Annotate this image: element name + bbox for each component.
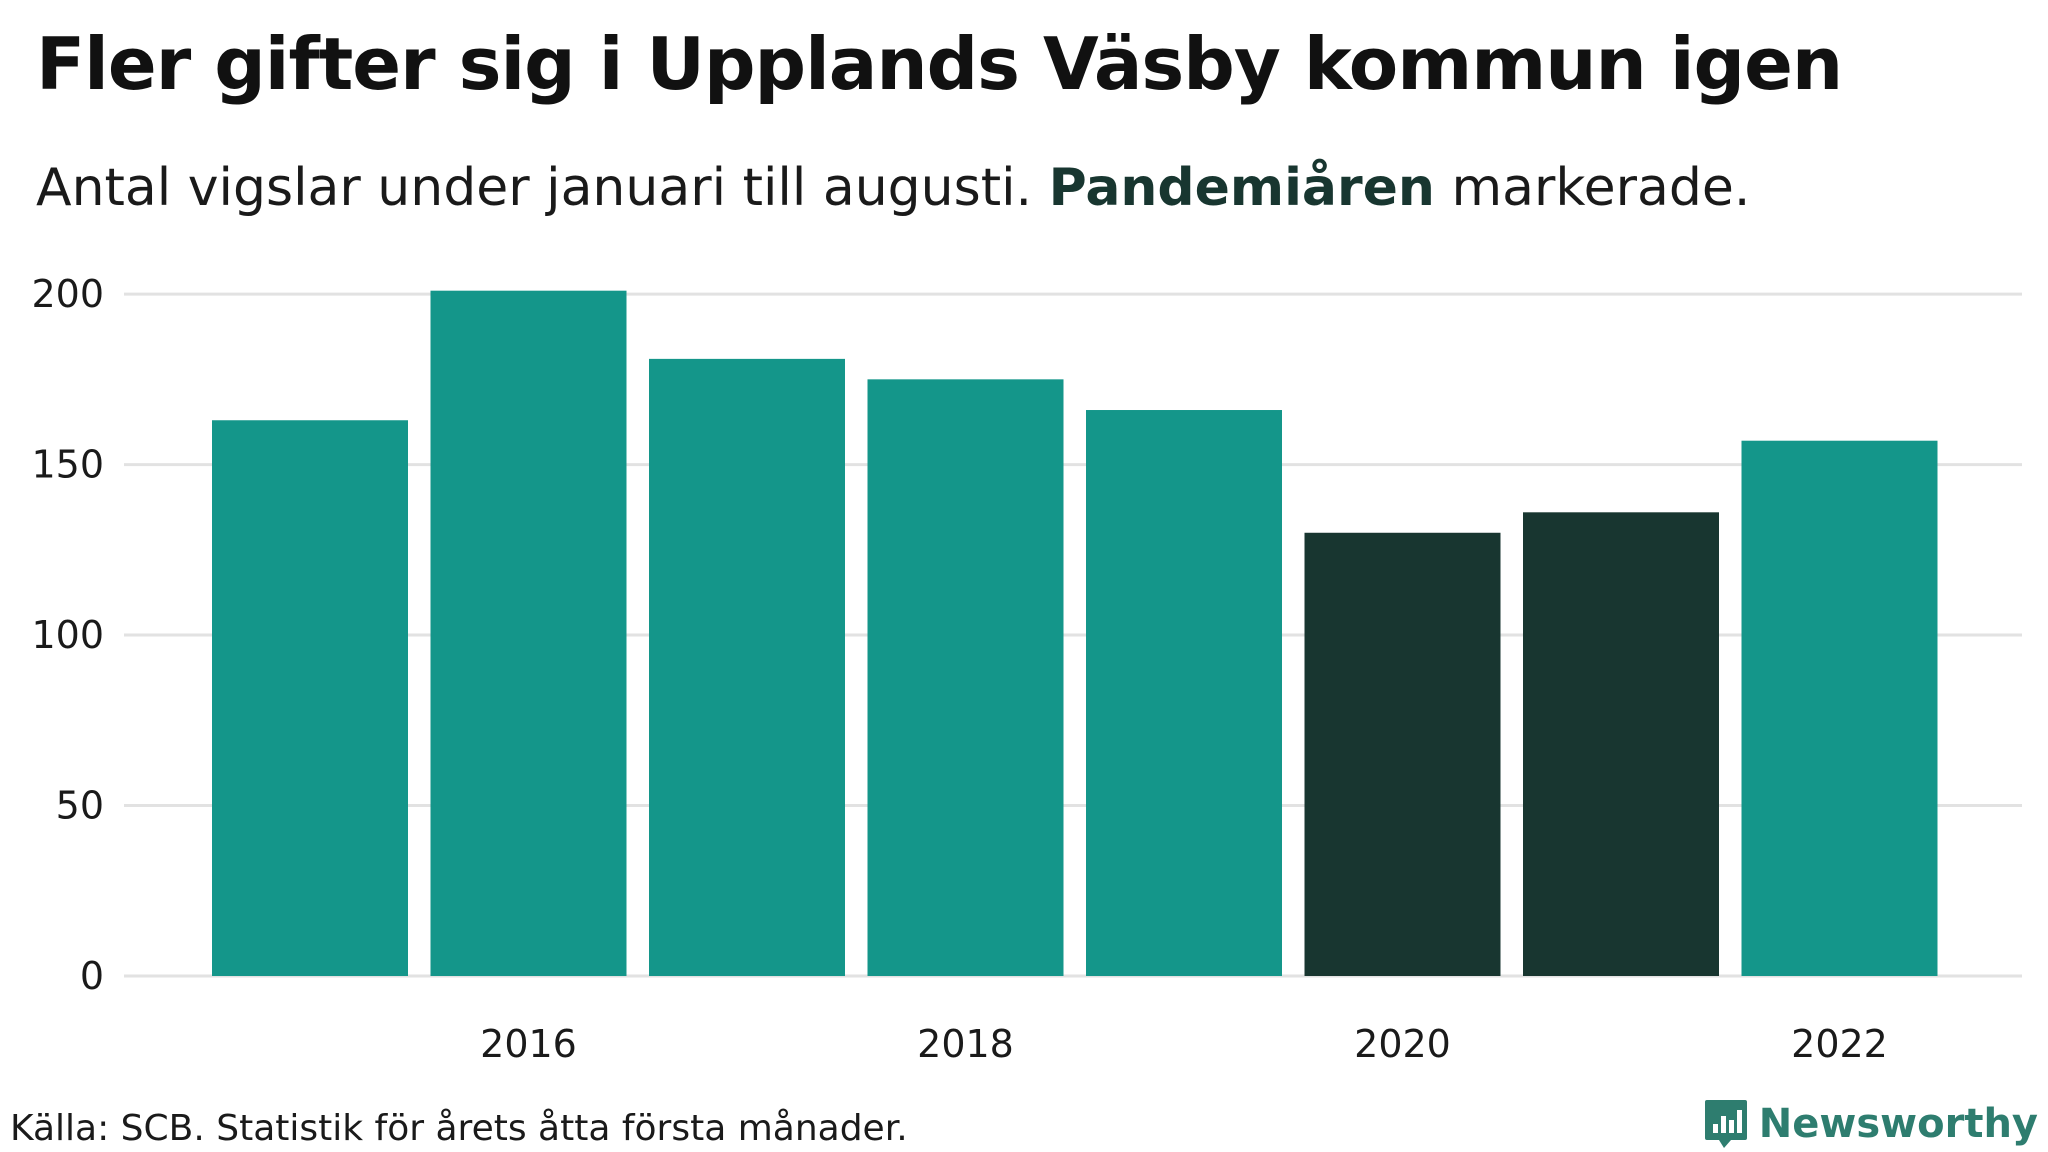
newsworthy-icon [1704,1100,1747,1148]
source-note: Källa: SCB. Statistik för årets åtta för… [10,1108,908,1149]
y-tick-label: 0 [80,954,104,998]
x-tick-label: 2016 [480,1022,577,1066]
bar-2018 [867,379,1064,976]
x-tick-label: 2018 [917,1022,1014,1066]
brand-name: Newsworthy [1758,1101,2038,1147]
chart-subtitle: Antal vigslar under januari till augusti… [36,158,1750,218]
bars [212,290,1938,976]
bar-2016 [430,290,627,976]
bar-2020 [1304,532,1501,976]
bar-2022 [1741,440,1938,976]
y-tick-label: 100 [31,613,104,657]
x-tick-label: 2022 [1791,1022,1888,1066]
chart-title: Fler gifter sig i Upplands Väsby kommun … [36,22,1843,106]
brand-logo: Newsworthy [1703,1098,2038,1150]
y-tick-label: 200 [31,272,104,316]
bar-2021 [1523,512,1719,976]
x-axis-ticks: 2016 2018 2020 2022 [480,1022,1888,1066]
y-tick-label: 150 [31,443,104,487]
bar-2017 [649,358,845,976]
x-tick-label: 2020 [1354,1022,1451,1066]
y-tick-label: 50 [56,784,104,828]
bar-2019 [1086,410,1282,976]
subtitle-highlight: Pandemiåren [1048,158,1435,218]
subtitle-text-end: markerade. [1434,158,1751,218]
grid-lines [124,292,2022,978]
bar-2015 [212,420,408,976]
subtitle-text: Antal vigslar under januari till augusti… [36,158,1049,218]
bar-chart: 0 50 100 150 200 2016 2018 2020 2022 [31,272,2022,1066]
y-axis-ticks: 0 50 100 150 200 [31,272,104,998]
